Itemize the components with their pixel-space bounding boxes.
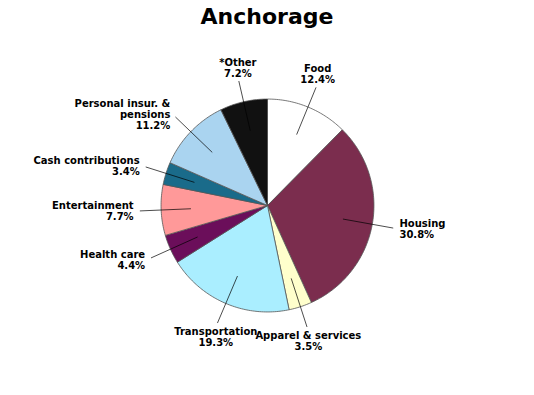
- svg-text:*Other7.2%: *Other7.2%: [219, 57, 256, 79]
- svg-text:Entertainment7.7%: Entertainment7.7%: [52, 201, 134, 223]
- svg-text:Cash contributions3.4%: Cash contributions3.4%: [34, 155, 140, 177]
- svg-text:Food12.4%: Food12.4%: [300, 64, 335, 86]
- html-text:Anchorage: Anchorage: [200, 4, 334, 29]
- svg-text:Health care4.4%: Health care4.4%: [80, 249, 145, 271]
- svg-text:Personal insur. &pensions11.2%: Personal insur. &pensions11.2%: [75, 98, 171, 131]
- svg-text:Apparel & services3.5%: Apparel & services3.5%: [255, 330, 361, 352]
- svg-text:Transportation19.3%: Transportation19.3%: [174, 326, 257, 348]
- svg-text:Housing30.8%: Housing30.8%: [399, 218, 445, 240]
